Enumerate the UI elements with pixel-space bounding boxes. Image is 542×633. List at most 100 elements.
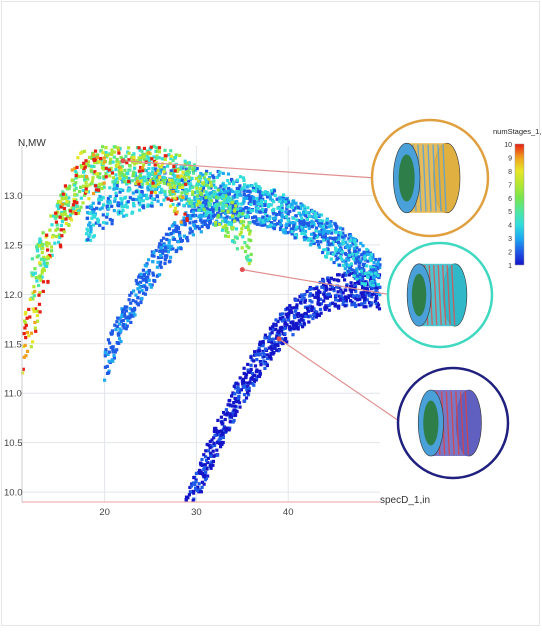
- data-point: [249, 377, 253, 381]
- data-point: [147, 167, 151, 171]
- data-point: [35, 255, 39, 259]
- data-point: [177, 175, 181, 179]
- data-point: [169, 154, 173, 158]
- data-point: [255, 376, 259, 380]
- data-point: [317, 289, 321, 293]
- data-point: [194, 168, 198, 172]
- data-point: [159, 165, 163, 169]
- data-point: [368, 281, 372, 285]
- data-point: [47, 241, 51, 246]
- data-point: [284, 312, 288, 316]
- data-point: [212, 222, 216, 226]
- data-point: [370, 272, 374, 276]
- data-point: [207, 449, 211, 453]
- data-point: [230, 201, 234, 205]
- data-point: [369, 265, 373, 269]
- data-point: [120, 314, 124, 319]
- data-point: [168, 232, 172, 236]
- data-point: [290, 310, 294, 314]
- data-point: [244, 215, 248, 219]
- data-point: [362, 285, 366, 289]
- data-point: [118, 322, 122, 326]
- data-point: [261, 340, 265, 344]
- data-point: [237, 187, 241, 191]
- data-point: [259, 363, 263, 367]
- data-point: [196, 201, 200, 205]
- data-point: [204, 209, 208, 213]
- data-point: [117, 209, 121, 213]
- data-point: [68, 184, 72, 188]
- data-point: [178, 237, 183, 241]
- data-point: [174, 153, 178, 157]
- data-point: [197, 227, 201, 231]
- data-point: [344, 260, 348, 264]
- data-point: [317, 223, 321, 227]
- data-point: [145, 286, 149, 290]
- data-point: [270, 348, 274, 352]
- data-point: [130, 154, 135, 158]
- data-point: [110, 329, 114, 333]
- data-point: [353, 258, 357, 262]
- data-point: [295, 218, 299, 222]
- data-point: [283, 326, 287, 330]
- data-point: [219, 190, 223, 195]
- machine-core: [411, 273, 427, 317]
- data-point: [288, 328, 293, 332]
- data-point: [353, 284, 358, 288]
- data-point: [100, 166, 105, 170]
- data-point: [361, 284, 365, 288]
- data-point: [217, 440, 221, 444]
- data-point: [201, 186, 205, 190]
- data-point: [214, 203, 218, 207]
- data-point: [206, 474, 210, 478]
- data-point: [370, 270, 374, 274]
- data-point: [235, 399, 240, 404]
- data-point: [187, 202, 191, 206]
- data-point: [363, 252, 367, 257]
- data-point: [299, 223, 303, 227]
- data-point: [110, 148, 114, 152]
- data-point: [255, 352, 259, 356]
- data-point: [224, 194, 228, 198]
- machine-blade: [440, 391, 446, 455]
- data-point: [179, 174, 184, 178]
- data-point: [244, 375, 248, 379]
- data-point: [293, 201, 297, 205]
- data-point: [143, 263, 147, 267]
- data-point: [294, 298, 298, 302]
- data-point: [86, 190, 91, 194]
- data-point: [370, 277, 374, 281]
- data-point: [168, 192, 172, 196]
- data-point: [99, 149, 104, 153]
- data-point: [302, 204, 306, 208]
- data-point: [248, 196, 253, 200]
- data-point: [347, 294, 351, 298]
- data-point: [302, 209, 306, 213]
- data-point: [185, 189, 189, 194]
- data-point: [301, 218, 305, 222]
- data-point: [362, 263, 366, 268]
- data-point: [322, 228, 326, 232]
- data-point: [306, 238, 310, 242]
- data-point: [285, 198, 289, 202]
- data-point: [125, 305, 129, 309]
- data-point: [52, 214, 56, 218]
- data-point: [107, 369, 111, 373]
- data-point: [219, 190, 223, 195]
- data-point: [223, 220, 227, 224]
- data-point: [126, 189, 130, 193]
- data-point: [236, 214, 240, 218]
- data-point: [241, 224, 245, 228]
- data-point: [316, 296, 320, 300]
- data-point: [155, 274, 159, 278]
- data-point: [267, 217, 271, 221]
- machine-blade: [464, 391, 470, 455]
- data-point: [95, 206, 99, 210]
- data-point: [239, 206, 243, 210]
- data-point: [123, 159, 127, 163]
- data-point: [344, 262, 348, 266]
- data-point: [375, 287, 379, 291]
- data-point: [366, 288, 370, 292]
- data-point: [79, 151, 83, 155]
- data-point: [241, 235, 245, 239]
